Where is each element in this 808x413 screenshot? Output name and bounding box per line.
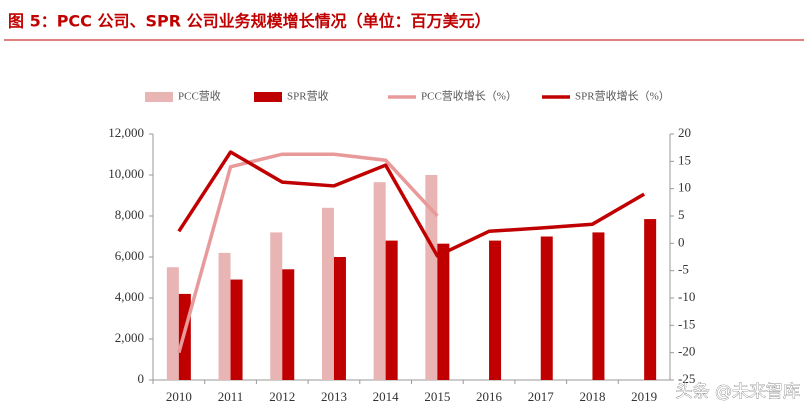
y2-tick-label: 5 bbox=[678, 207, 685, 222]
y-tick-label: 12,000 bbox=[108, 125, 144, 140]
bar bbox=[385, 240, 398, 380]
bar bbox=[437, 243, 450, 380]
y2-tick-label: 20 bbox=[678, 125, 691, 140]
y2-tick-label: 10 bbox=[678, 180, 691, 195]
x-tick-label: 2013 bbox=[321, 389, 347, 404]
y2-tick-label: -10 bbox=[678, 289, 695, 304]
chart-title: 图 5：PCC 公司、SPR 公司业务规模增长情况（单位：百万美元） bbox=[8, 12, 491, 31]
y2-tick-label: -20 bbox=[678, 344, 695, 359]
x-tick-label: 2011 bbox=[218, 389, 244, 404]
x-tick-label: 2017 bbox=[528, 389, 555, 404]
y-tick-label: 10,000 bbox=[108, 166, 144, 181]
x-tick-label: 2010 bbox=[166, 389, 192, 404]
x-tick-label: 2014 bbox=[373, 389, 400, 404]
legend-label: PCC营收增长（%） bbox=[421, 89, 517, 103]
legend-swatch bbox=[254, 92, 282, 102]
bar bbox=[540, 236, 553, 380]
y2-tick-label: 0 bbox=[678, 234, 685, 249]
bar bbox=[644, 219, 657, 380]
bar bbox=[333, 257, 346, 380]
bar bbox=[489, 240, 502, 380]
line bbox=[177, 152, 439, 354]
y-tick-label: 6,000 bbox=[115, 248, 144, 263]
legend-label: PCC营收 bbox=[178, 89, 221, 103]
y2-tick-label: -15 bbox=[678, 316, 695, 331]
y2-tick-label: -25 bbox=[678, 371, 695, 386]
bar bbox=[592, 232, 605, 380]
bar bbox=[166, 267, 179, 380]
x-tick-label: 2019 bbox=[631, 389, 657, 404]
y-tick-label: 0 bbox=[138, 371, 145, 386]
x-tick-label: 2015 bbox=[424, 389, 450, 404]
legend-swatch bbox=[145, 92, 173, 102]
bar bbox=[373, 182, 386, 380]
bar bbox=[321, 207, 334, 380]
line bbox=[177, 150, 646, 258]
legend-label: SPR营收 bbox=[287, 89, 329, 103]
bar bbox=[425, 175, 438, 380]
y-tick-label: 2,000 bbox=[115, 330, 144, 345]
x-tick-label: 2018 bbox=[579, 389, 605, 404]
bar bbox=[270, 232, 283, 380]
bar bbox=[218, 252, 231, 380]
y-tick-label: 4,000 bbox=[115, 289, 144, 304]
y-tick-label: 8,000 bbox=[115, 207, 144, 222]
watermark: 头条 @未来智库 bbox=[676, 382, 800, 402]
y2-tick-label: -5 bbox=[678, 262, 689, 277]
x-tick-label: 2016 bbox=[476, 389, 503, 404]
bar bbox=[230, 279, 243, 380]
y2-tick-label: 15 bbox=[678, 152, 691, 167]
bar bbox=[282, 269, 295, 380]
legend-label: SPR营收增长（%） bbox=[575, 89, 670, 103]
x-tick-label: 2012 bbox=[269, 389, 295, 404]
